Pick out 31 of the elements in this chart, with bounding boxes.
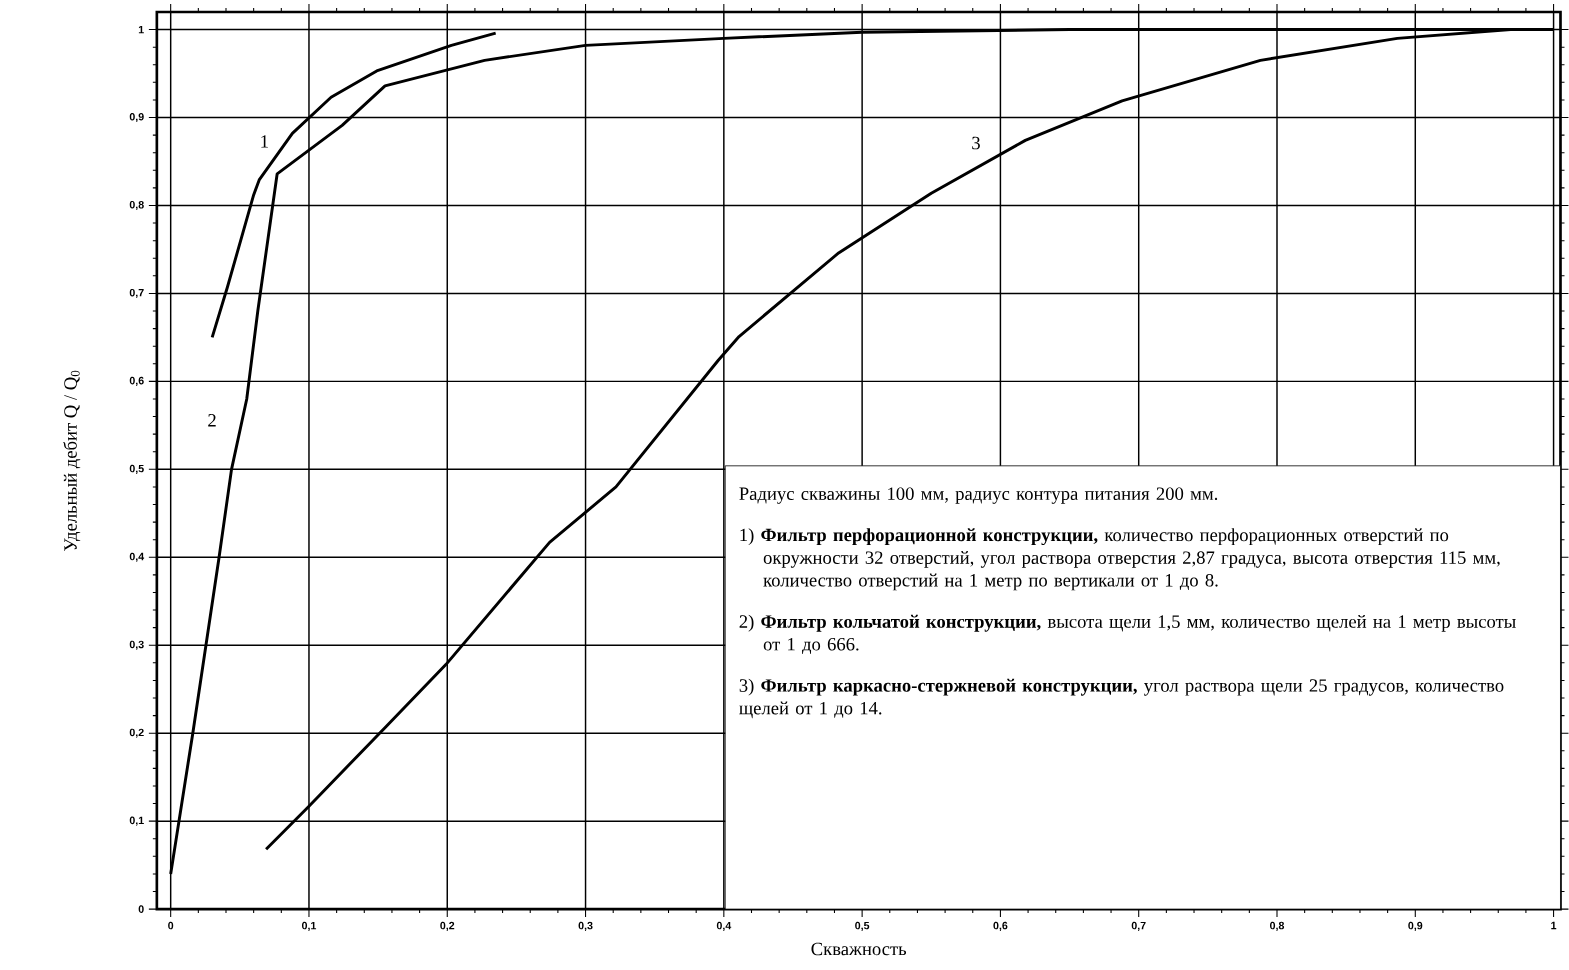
x-tick-label: 0,8 bbox=[1270, 921, 1285, 931]
y-tick-label: 0,5 bbox=[129, 464, 144, 474]
annotation: 1) Фильтр перфорационной конструкции, количество перфорационных отверстий по окружности 32 отверстий, угол раствора отверстия 2,87 градуса, высота отверстия 115 мм, количество отверстий на 1 метр по вертикали от 1 до 8. bbox=[740, 528, 1500, 591]
x-tick-label: 0,9 bbox=[1408, 921, 1423, 931]
series-label: 1 bbox=[261, 135, 268, 148]
y-tick-label: 0,9 bbox=[129, 112, 144, 123]
y-axis-title: Удельный дебит Q / Q$_{0}$ bbox=[63, 370, 81, 551]
text: 2) Фильтр кольчатой конструкции, высота щели 1,5 мм, количество щелей на 1 метр высоты от 1 до 666. bbox=[739, 614, 1516, 654]
x-tick-label: 1 bbox=[1551, 921, 1557, 930]
x-tick-label: 0,3 bbox=[578, 921, 593, 931]
x-tick-label: 0,4 bbox=[716, 921, 732, 931]
y-tick-label: 0,2 bbox=[129, 728, 144, 738]
y-tick-label: 1 bbox=[138, 25, 144, 34]
x-tick-label: 0,1 bbox=[301, 921, 317, 931]
y-tick-label: 0,1 bbox=[129, 816, 144, 826]
x-axis-title: Скважность bbox=[811, 942, 907, 956]
text: 3) Фильтр каркасно-стержневой конструкции, угол раствора щели 25 градусов, количество щелей от 1 до 14. bbox=[739, 678, 1504, 719]
x-tick-label: 0 bbox=[168, 921, 174, 930]
y-tick-label: 0 bbox=[138, 905, 144, 913]
y-tick-label: 0,4 bbox=[129, 552, 145, 562]
series-label: 2 bbox=[208, 414, 216, 427]
series-label: 3 bbox=[972, 136, 980, 150]
x-tick-label: 0,7 bbox=[1131, 921, 1146, 931]
y-tick-label: 0,3 bbox=[129, 640, 144, 650]
x-tick-label: 0,2 bbox=[440, 921, 455, 931]
y-tick-label: 0,6 bbox=[129, 376, 144, 386]
x-tick-label: 0,5 bbox=[855, 921, 870, 931]
y-tick-label: 0,7 bbox=[129, 288, 144, 298]
x-tick-label: 0,6 bbox=[993, 921, 1008, 931]
y-tick-label: 0,8 bbox=[129, 200, 144, 211]
annotation: Радиус скважины 100 мм, радиус контура питания 200 мм. bbox=[739, 487, 1218, 504]
